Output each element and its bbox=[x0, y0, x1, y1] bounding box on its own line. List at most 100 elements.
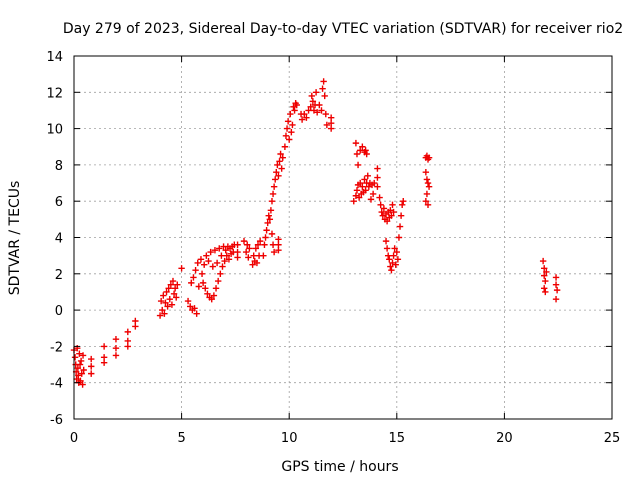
data-point bbox=[100, 354, 108, 361]
data-point bbox=[395, 234, 403, 241]
data-point bbox=[169, 277, 177, 285]
data-point bbox=[74, 364, 82, 372]
data-point bbox=[319, 85, 326, 92]
data-point bbox=[374, 174, 381, 181]
data-point bbox=[362, 147, 369, 154]
data-point bbox=[553, 286, 561, 294]
data-point bbox=[171, 285, 179, 292]
data-point bbox=[168, 301, 176, 308]
data-point bbox=[242, 248, 250, 256]
data-point bbox=[253, 259, 261, 267]
data-point bbox=[221, 257, 228, 265]
data-point bbox=[112, 345, 120, 352]
x-tick-label: 25 bbox=[604, 431, 621, 446]
data-point bbox=[541, 265, 548, 272]
data-point bbox=[298, 116, 306, 123]
data-point bbox=[79, 381, 86, 388]
x-tick-labels: 0 5 10 15 20 25 bbox=[70, 431, 620, 446]
data-point bbox=[275, 247, 282, 254]
data-point bbox=[390, 252, 397, 259]
data-point bbox=[425, 183, 433, 190]
data-point bbox=[318, 107, 325, 114]
data-point bbox=[541, 272, 548, 279]
data-point bbox=[187, 303, 194, 310]
data-point bbox=[190, 274, 197, 281]
data-point bbox=[388, 266, 395, 274]
data-point bbox=[256, 237, 264, 245]
data-point bbox=[250, 252, 257, 259]
data-point bbox=[193, 310, 200, 317]
data-point bbox=[191, 305, 198, 312]
data-point bbox=[88, 370, 95, 377]
x-tick-label: 10 bbox=[281, 431, 298, 446]
data-point bbox=[198, 270, 206, 277]
data-point bbox=[112, 352, 120, 359]
data-point bbox=[254, 241, 262, 248]
data-point bbox=[390, 208, 397, 216]
y-tick-label: -4 bbox=[50, 377, 63, 392]
data-point bbox=[305, 107, 312, 114]
data-point bbox=[270, 248, 278, 256]
chart-title: Day 279 of 2023, Sidereal Day-to-day VTE… bbox=[63, 21, 623, 37]
data-point bbox=[71, 354, 79, 361]
data-point bbox=[159, 306, 166, 314]
data-point bbox=[542, 288, 549, 296]
data-point bbox=[357, 179, 364, 187]
data-point bbox=[213, 259, 221, 267]
data-point bbox=[542, 277, 549, 285]
data-point bbox=[217, 270, 224, 277]
data-point bbox=[359, 183, 366, 190]
data-point bbox=[303, 114, 310, 121]
data-point bbox=[184, 297, 192, 305]
data-point bbox=[282, 132, 290, 140]
data-point bbox=[425, 154, 433, 161]
grid-lines bbox=[74, 56, 612, 419]
data-point bbox=[393, 248, 400, 256]
data-point bbox=[188, 279, 195, 287]
data-point bbox=[203, 252, 210, 259]
data-point bbox=[164, 303, 171, 310]
data-point bbox=[100, 359, 108, 366]
data-point bbox=[161, 310, 168, 317]
data-point bbox=[276, 158, 283, 165]
data-point bbox=[289, 121, 296, 129]
data-point bbox=[286, 136, 293, 143]
data-point bbox=[268, 230, 276, 238]
data-point bbox=[165, 285, 172, 292]
data-point bbox=[275, 172, 282, 179]
y-tick-label: 2 bbox=[55, 268, 63, 283]
data-point bbox=[281, 143, 289, 150]
x-tick-label: 5 bbox=[177, 431, 185, 446]
data-point bbox=[354, 161, 362, 169]
data-point bbox=[376, 194, 383, 201]
data-point bbox=[207, 248, 214, 256]
data-point bbox=[160, 292, 167, 299]
data-point bbox=[244, 241, 251, 248]
y-tick-label: 14 bbox=[46, 50, 63, 65]
data-point bbox=[267, 207, 275, 214]
data-point bbox=[552, 281, 560, 288]
data-point bbox=[386, 256, 393, 263]
data-point bbox=[353, 187, 361, 194]
data-point bbox=[214, 277, 222, 285]
y-tick-label: 10 bbox=[46, 123, 63, 138]
data-point bbox=[388, 212, 395, 219]
data-point bbox=[320, 78, 327, 85]
data-point bbox=[283, 125, 291, 132]
data-point bbox=[245, 254, 252, 261]
data-point bbox=[307, 103, 314, 111]
data-point bbox=[323, 121, 331, 129]
data-point bbox=[88, 363, 95, 370]
y-tick-label: 0 bbox=[55, 304, 63, 319]
data-point bbox=[552, 296, 560, 303]
data-point bbox=[273, 168, 280, 176]
data-point bbox=[291, 107, 298, 114]
data-point bbox=[309, 98, 317, 105]
data-point bbox=[132, 323, 139, 330]
data-point bbox=[170, 290, 178, 297]
data-point bbox=[76, 350, 83, 357]
axis-ticks bbox=[73, 55, 613, 420]
data-point bbox=[321, 92, 328, 100]
data-point bbox=[312, 89, 320, 96]
